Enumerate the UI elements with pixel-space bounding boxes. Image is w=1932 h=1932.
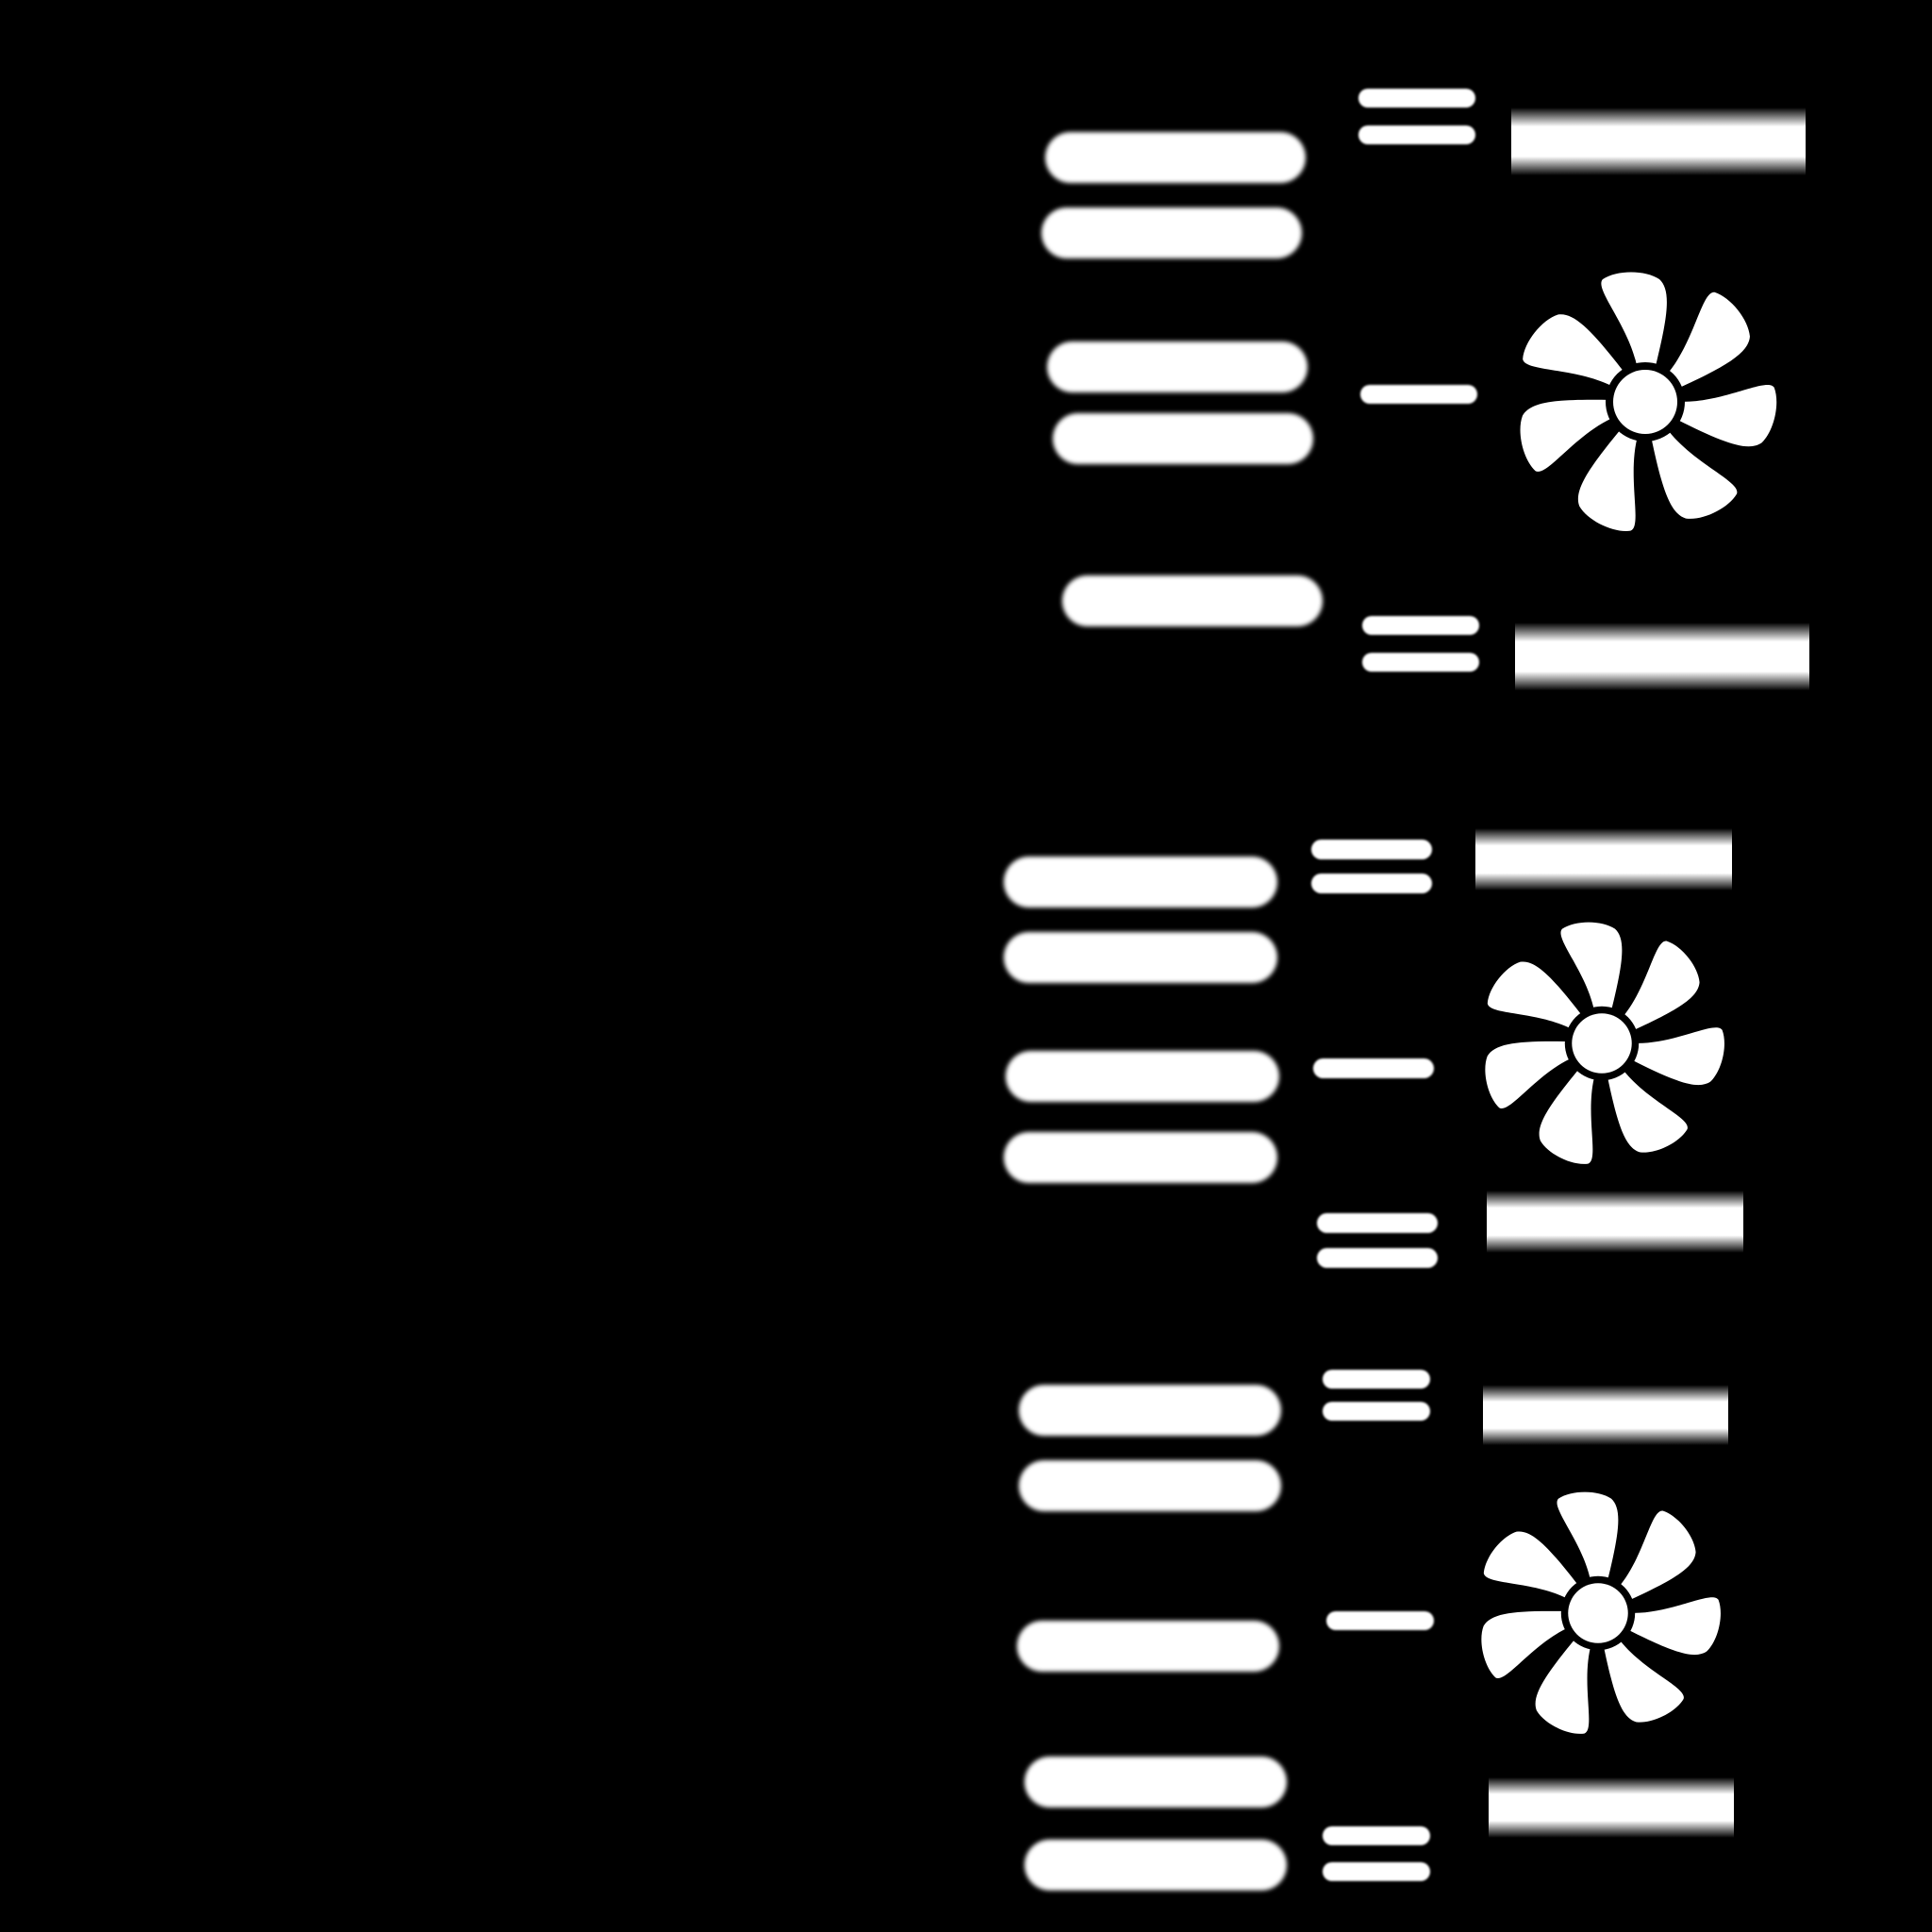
small-pill bbox=[1362, 653, 1479, 672]
small-pill bbox=[1313, 1058, 1434, 1078]
blurred-pill bbox=[1024, 1840, 1287, 1890]
wide-bar bbox=[1487, 1191, 1743, 1253]
blurred-pill bbox=[1019, 1460, 1281, 1511]
blurred-pill bbox=[1047, 341, 1307, 392]
wide-bar bbox=[1475, 828, 1732, 891]
blurred-pill bbox=[1004, 857, 1277, 908]
small-pill bbox=[1323, 1402, 1430, 1421]
blurred-pill bbox=[1062, 575, 1323, 626]
small-pill bbox=[1317, 1213, 1438, 1233]
small-pill bbox=[1323, 1826, 1430, 1845]
blurred-pill bbox=[1053, 413, 1313, 464]
wide-bar bbox=[1511, 108, 1806, 175]
fan-icon bbox=[1520, 272, 1777, 531]
blurred-pill bbox=[1004, 1132, 1277, 1183]
small-pill bbox=[1362, 616, 1479, 635]
blurred-pill bbox=[1041, 208, 1302, 258]
wide-bar bbox=[1515, 623, 1809, 691]
blurred-pill bbox=[1006, 1051, 1279, 1102]
blurred-pill bbox=[1017, 1621, 1279, 1672]
small-pill bbox=[1317, 1248, 1438, 1268]
wide-bar bbox=[1483, 1385, 1728, 1445]
blurred-pill bbox=[1019, 1385, 1281, 1436]
wide-bar bbox=[1489, 1777, 1734, 1838]
blurred-pill bbox=[1045, 132, 1306, 183]
small-pill bbox=[1358, 89, 1475, 108]
small-pill bbox=[1311, 874, 1432, 893]
small-pill bbox=[1360, 385, 1477, 404]
blurred-pill bbox=[1024, 1757, 1287, 1807]
small-pill bbox=[1358, 125, 1475, 144]
small-pill bbox=[1323, 1862, 1430, 1881]
small-pill bbox=[1326, 1611, 1434, 1630]
small-pill bbox=[1323, 1370, 1430, 1389]
blurred-pill bbox=[1004, 932, 1277, 983]
fan-icon bbox=[1481, 1491, 1721, 1734]
fan-icon bbox=[1485, 922, 1724, 1164]
small-pill bbox=[1311, 840, 1432, 859]
